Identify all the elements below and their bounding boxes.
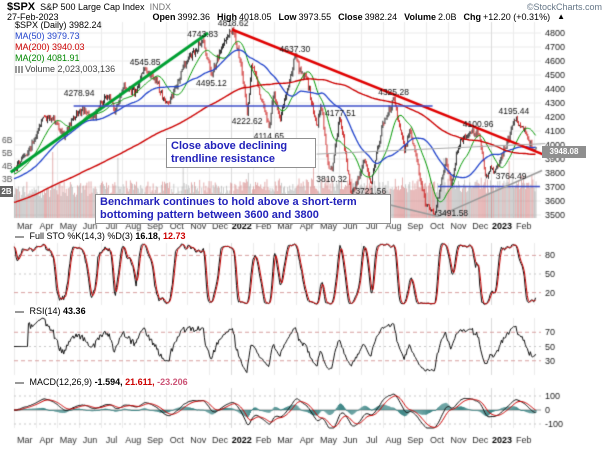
last-price-tag: 3948.08: [542, 146, 586, 158]
macd-legend-icon: [15, 381, 24, 384]
macd-signal-value: 21.611,: [125, 377, 155, 387]
quote-close: Close 3982.24: [338, 12, 398, 22]
legend-ma200: MA(200) 3940.03: [15, 42, 85, 52]
macd-panel-label: MACD(12,26,9) -1.594, 21.611, -23.206: [15, 377, 188, 387]
legend-ma20: MA(20) 4081.91: [15, 53, 80, 63]
symbol: $SPX: [7, 1, 36, 13]
legend-ma50: MA(50) 3979.73: [15, 31, 80, 41]
change-up-arrow: ▲: [557, 12, 565, 21]
macd-value: -1.594,: [94, 377, 123, 387]
index-name: S&P 500 Large Cap Index: [40, 2, 145, 12]
stoch-label: Full STO %K(14,3) %D(3): [29, 231, 133, 241]
quote-open: Open 3992.36: [152, 12, 210, 22]
quote-strip: Open 3992.36 High 4018.05 Low 3973.55 Close…: [152, 12, 565, 22]
price-legend: $SPX (Daily) 3982.24 MA(50) 3979.73 MA(2…: [15, 20, 115, 75]
current-volume-tag: 2B: [0, 186, 13, 197]
stoch-panel-label: Full STO %K(14,3) %D(3) 16.18, 12.73: [15, 231, 185, 241]
copyright: ©StockCharts.com: [526, 2, 602, 12]
exchange: INDX: [149, 2, 172, 12]
quote-volume: Volume 2.0B: [404, 12, 457, 22]
quote-row: 27-Feb-2023 Open 3992.36 High 4018.05 Low 3…: [7, 12, 565, 22]
macd-hist-value: -23.206: [157, 377, 188, 387]
stoch-d-value: 12.73: [162, 231, 186, 241]
chart-header: $SPX S&P 500 Large Cap Index INDX ©Stock…: [7, 1, 602, 13]
legend-main: $SPX (Daily) 3982.24: [15, 20, 102, 30]
quote-low: Low 3973.55: [278, 12, 332, 22]
chart-date: 27-Feb-2023: [7, 12, 59, 22]
quote-change: Chg +12.20 (+0.31%): [463, 12, 551, 22]
rsi-panel-label: RSI(14) 43.36: [15, 306, 86, 316]
volume-legend-icon: [15, 66, 23, 73]
trendline-annotation: Close above declining trendline resistan…: [166, 138, 316, 168]
bottoming-pattern-annotation: Benchmark continues to hold above a shor…: [95, 194, 391, 224]
rsi-label: RSI(14): [29, 306, 61, 316]
rsi-legend-icon: [15, 310, 24, 313]
stoch-k-value: 16.18,: [135, 231, 161, 241]
rsi-value: 43.36: [63, 306, 86, 316]
macd-label: MACD(12,26,9): [29, 377, 93, 387]
quote-high: High 4018.05: [217, 12, 272, 22]
legend-volume: Volume 2,023,003,136: [15, 64, 115, 75]
stoch-legend-icon: [15, 235, 24, 238]
